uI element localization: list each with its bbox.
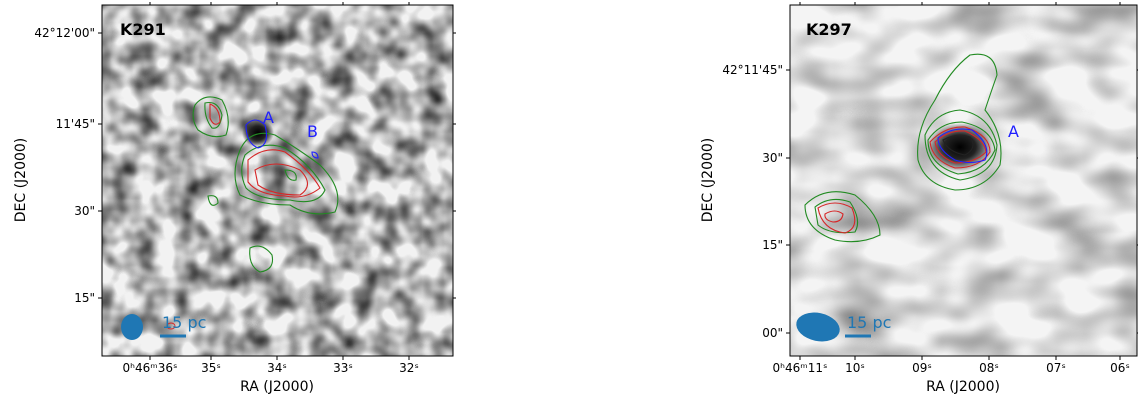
x-tick-label: 33ˢ [333, 361, 353, 375]
y-tick-label: 11'45" [56, 117, 95, 131]
x-label: RA (J2000) [240, 379, 314, 395]
panel-title: K297 [806, 20, 852, 39]
scale-label: 15 pc [162, 313, 206, 332]
x-tick-label: 09ˢ [912, 361, 932, 375]
x-tick-label: 0ʰ46ᵐ11ˢ [773, 361, 828, 375]
x-tick-label: 07ˢ [1046, 361, 1066, 375]
y-tick-label: 42°12'00" [34, 26, 95, 40]
panel-title: K291 [120, 20, 166, 39]
x-label: RA (J2000) [926, 379, 1000, 395]
y-tick-label: 30" [762, 151, 783, 165]
annotation: B [307, 122, 318, 141]
x-tick-label: 0ʰ46ᵐ36ˢ [123, 361, 178, 375]
x-tick-label: 32ˢ [399, 361, 419, 375]
y-label: DEC (J2000) [13, 138, 29, 223]
image [790, 5, 1137, 356]
y-tick-label: 30" [74, 204, 95, 218]
panel-k297: K297 A 15 pc RA (J2000) DEC (J2000) [700, 4, 1138, 395]
frame [789, 4, 1138, 357]
scale-label: 15 pc [847, 313, 891, 332]
y-tick-label: 15" [74, 291, 95, 305]
annotation: A [263, 108, 274, 127]
x-tick-label: 34ˢ [267, 361, 287, 375]
x-tick-label: 10ˢ [845, 361, 865, 375]
panel-k291: K291 A B 15 pc RA (J2000) DEC (J2000) [13, 4, 454, 395]
image [102, 5, 453, 356]
annotation: A [1008, 122, 1019, 141]
x-tick-label: 35ˢ [201, 361, 221, 375]
y-tick-label: 42°11'45" [722, 63, 783, 77]
x-tick-label: 06ˢ [1110, 361, 1130, 375]
x-tick-label: 08ˢ [979, 361, 999, 375]
y-tick-label: 15" [762, 238, 783, 252]
y-tick-label: 00" [762, 326, 783, 340]
y-label: DEC (J2000) [700, 138, 716, 223]
